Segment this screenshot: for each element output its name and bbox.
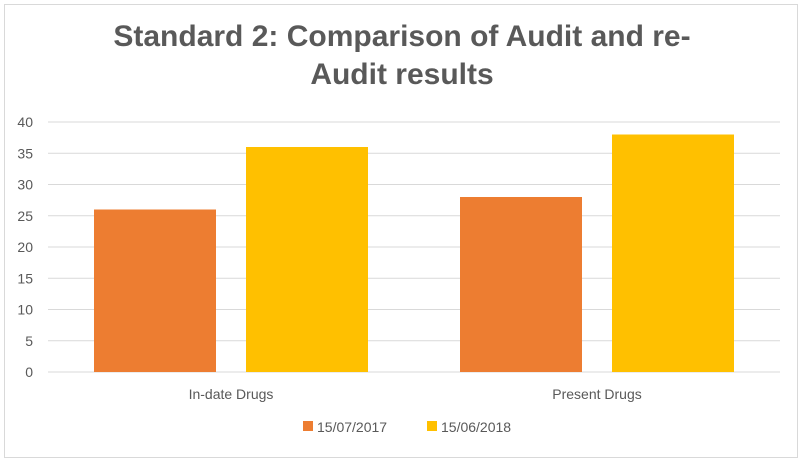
y-axis-ticks: 0 5 10 15 20 25 30 35 40 [17,114,33,380]
legend-swatch-2 [427,421,437,431]
y-tick-label: 0 [25,364,33,380]
y-tick-label: 20 [17,239,33,255]
bar-1-1 [94,209,216,372]
x-axis-ticks: In-date Drugs Present Drugs [189,386,642,402]
legend-swatch-1 [303,421,313,431]
bars [94,134,734,372]
y-tick-label: 10 [17,302,33,318]
bar-2-2 [612,134,734,372]
y-tick-label: 40 [17,114,33,130]
y-tick-label: 30 [17,177,33,193]
y-tick-label: 25 [17,208,33,224]
y-tick-label: 15 [17,270,33,286]
y-tick-label: 5 [25,333,33,349]
chart-title: Standard 2: Comparison of Audit and re- … [0,18,804,94]
y-tick-label: 35 [17,145,33,161]
x-tick-label: In-date Drugs [189,386,274,402]
x-tick-label: Present Drugs [552,386,641,402]
legend: 15/07/2017 15/06/2018 [303,419,511,435]
bar-1-2 [460,197,582,372]
bar-2-1 [246,147,368,372]
chart-title-line-2: Audit results [310,58,494,91]
legend-label-2: 15/06/2018 [441,419,511,435]
chart-title-line-1: Standard 2: Comparison of Audit and re- [113,20,691,53]
legend-label-1: 15/07/2017 [317,419,387,435]
